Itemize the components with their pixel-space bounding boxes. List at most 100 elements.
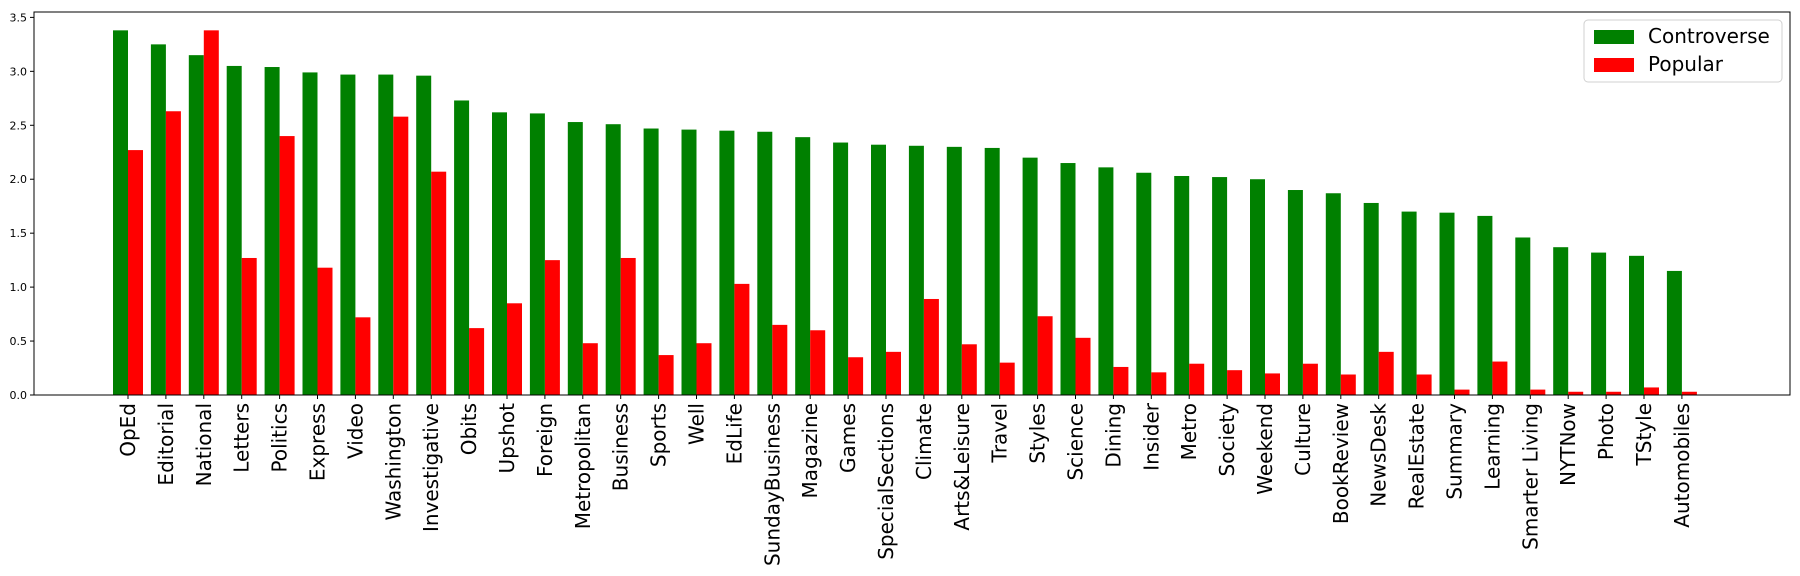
- bar-controverse-12: [567, 122, 583, 395]
- bar-controverse-22: [946, 146, 962, 395]
- bar-controverse-24: [1022, 157, 1038, 395]
- bar-popular-27: [1151, 372, 1167, 395]
- bar-popular-39: [1606, 391, 1622, 395]
- bar-popular-31: [1302, 363, 1318, 395]
- bar-popular-19: [848, 357, 864, 395]
- bar-controverse-35: [1439, 212, 1455, 395]
- bar-popular-16: [734, 283, 750, 395]
- x-axis: OpEd Editorial National Letters Politics Expr…: [116, 395, 1694, 566]
- legend-label-popular: Popular: [1648, 52, 1724, 76]
- bar-controverse-2: [188, 55, 204, 395]
- legend-swatch-popular: [1594, 58, 1634, 72]
- x-tick-label: National: [192, 403, 216, 486]
- bar-popular-20: [886, 351, 901, 395]
- x-tick-label: Foreign: [533, 403, 557, 477]
- bar-controverse-33: [1363, 202, 1379, 395]
- bar-controverse-15: [681, 129, 697, 396]
- bar-controverse-23: [984, 147, 1000, 395]
- bar-controverse-5: [302, 72, 318, 395]
- y-tick-label: 1.5: [10, 227, 28, 240]
- bar-popular-25: [1075, 337, 1091, 395]
- bar-controverse-14: [643, 128, 659, 395]
- x-tick-label: Photo: [1594, 403, 1618, 460]
- bar-controverse-8: [416, 75, 432, 396]
- x-tick-label: Magazine: [798, 403, 822, 499]
- bar-popular-7: [393, 116, 409, 396]
- x-tick-label: NewsDesk: [1367, 403, 1391, 507]
- bar-popular-13: [620, 257, 636, 395]
- bar-popular-26: [1113, 366, 1129, 395]
- x-tick-label: SundayBusiness: [760, 403, 784, 566]
- x-tick-label: Science: [1064, 403, 1088, 481]
- bar-controverse-36: [1477, 215, 1493, 395]
- bar-popular-18: [810, 330, 826, 395]
- bar-popular-12: [582, 343, 598, 395]
- bar-popular-1: [165, 111, 181, 395]
- x-tick-label: Travel: [988, 403, 1012, 463]
- x-tick-label: NYTNow: [1556, 403, 1580, 486]
- bar-popular-21: [923, 298, 939, 395]
- x-tick-label: Weekend: [1253, 403, 1277, 495]
- bar-controverse-11: [529, 113, 545, 395]
- bar-controverse-32: [1325, 193, 1341, 395]
- bar-popular-8: [431, 171, 447, 395]
- x-tick-label: Learning: [1480, 403, 1504, 490]
- x-tick-label: Washington: [381, 403, 405, 521]
- x-tick-label: Culture: [1291, 403, 1315, 476]
- legend-swatch-controverse: [1594, 30, 1634, 44]
- bar-popular-30: [1265, 373, 1280, 395]
- bar-popular-14: [658, 355, 674, 395]
- x-tick-label: Society: [1215, 403, 1239, 477]
- plot-frame: [33, 11, 1791, 396]
- bar-controverse-27: [1136, 172, 1152, 395]
- bar-popular-9: [469, 328, 485, 395]
- x-tick-label: Editorial: [154, 403, 178, 486]
- bar-popular-0: [128, 150, 143, 395]
- bar-controverse-31: [1287, 190, 1303, 395]
- x-tick-label: Well: [685, 403, 709, 445]
- bar-controverse-29: [1212, 177, 1228, 395]
- y-tick-label: 1.0: [10, 281, 28, 294]
- y-tick-label: 2.5: [10, 119, 28, 132]
- bar-popular-3: [241, 257, 257, 395]
- x-tick-label: Climate: [912, 403, 936, 480]
- bar-popular-23: [999, 362, 1015, 395]
- bar-popular-32: [1340, 374, 1356, 395]
- x-tick-label: Express: [306, 403, 330, 481]
- x-tick-label: BookReview: [1329, 403, 1353, 524]
- bar-controverse-3: [226, 65, 242, 395]
- bar-controverse-13: [605, 124, 621, 395]
- x-tick-label: Smarter Living: [1518, 403, 1542, 550]
- bar-controverse-30: [1250, 179, 1265, 395]
- bar-popular-36: [1492, 361, 1508, 395]
- bar-popular-33: [1378, 351, 1394, 395]
- bar-controverse-20: [871, 144, 886, 395]
- x-tick-label: Summary: [1443, 403, 1467, 500]
- bar-controverse-1: [150, 44, 166, 395]
- bar-controverse-21: [908, 145, 924, 395]
- bar-controverse-18: [795, 137, 811, 395]
- bar-popular-2: [203, 30, 219, 395]
- bar-controverse-17: [757, 131, 773, 395]
- legend-label-controverse: Controverse: [1648, 24, 1770, 48]
- x-tick-label: Insider: [1139, 402, 1163, 471]
- x-tick-label: Upshot: [495, 403, 519, 474]
- bar-controverse-41: [1666, 270, 1682, 395]
- x-tick-label: RealEstate: [1405, 403, 1429, 509]
- bar-popular-41: [1681, 391, 1697, 395]
- x-tick-label: TStyle: [1632, 403, 1656, 466]
- bar-popular-6: [355, 317, 371, 395]
- bar-popular-29: [1227, 370, 1243, 395]
- x-tick-label: Business: [609, 403, 633, 491]
- y-tick-label: 2.0: [10, 173, 28, 186]
- y-tick-label: 3.0: [10, 65, 28, 78]
- x-tick-label: Metro: [1177, 403, 1201, 460]
- bar-controverse-26: [1098, 167, 1114, 395]
- bar-popular-17: [772, 324, 788, 395]
- x-tick-label: Arts&Leisure: [950, 403, 974, 531]
- x-tick-label: OpEd: [116, 403, 140, 457]
- y-tick-label: 0.0: [10, 389, 28, 402]
- y-axis: 0.0 0.5 1.0 1.5 2.0 2.5 3.0 3.5: [10, 11, 34, 402]
- bar-popular-24: [1037, 316, 1053, 395]
